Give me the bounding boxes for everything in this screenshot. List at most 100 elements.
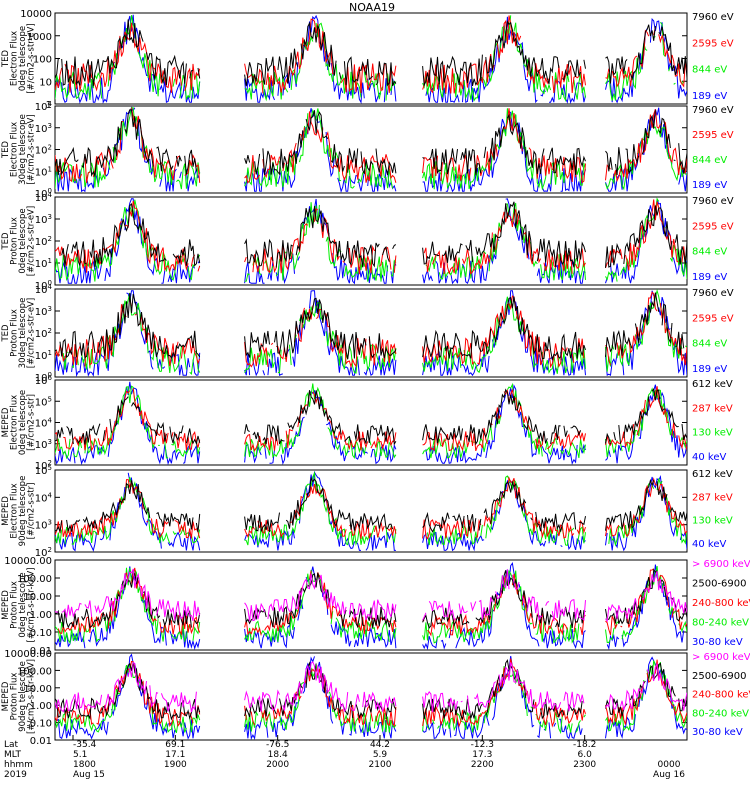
legend-entry: 130 keV [692,516,733,527]
y-tick-label: 100 [33,55,52,66]
legend-entry: 2595 eV [692,221,734,232]
legend-entry: 130 keV [692,428,733,439]
x-col-hhmm: 2100 [369,760,392,770]
series-green [55,197,687,282]
series-blue [55,470,687,552]
x-col-mlt: 6.0 [578,750,593,760]
legend-entry: 7960 eV [692,105,734,116]
x-row-label: hhmm [4,760,33,770]
y-axis-label-line: 90deg telescope [18,476,28,547]
legend-entry: 80-240 keV [692,618,749,629]
legend-entry: 40 keV [692,452,726,463]
y-tick-label: 101 [35,165,52,178]
legend-entry: 7960 eV [692,288,734,299]
y-tick-label: 105 [35,464,52,477]
y-axis-label-line: 0deg telescope [18,208,28,273]
x-row-label: Lat [4,740,19,750]
x-col-mlt: 5.1 [73,750,87,760]
y-axis-label-line: MEPED [1,681,11,711]
legend-entry: 240-800 keV [692,690,750,701]
y-tick-label: 104 [35,100,53,113]
x-col-lat: 44.2 [370,740,390,750]
y-tick-label: 10000.00 [4,556,52,567]
series-green [55,107,687,191]
series-black [55,292,685,360]
y-tick-label: 103 [35,305,52,318]
y-axis-label-line: 90deg telescope [18,661,28,732]
legend-entry: 844 eV [692,65,727,76]
y-tick-label: 100.00 [17,574,52,585]
legend-entry: 844 eV [692,339,727,350]
x-col-hhmm: 1900 [164,760,187,770]
y-axis-label-line: Proton Flux [10,673,20,721]
legend-entry: 2595 eV [692,313,734,324]
x-col-lat: 69.1 [165,740,185,750]
y-tick-label: 103 [35,519,52,532]
y-axis-label-line: Proton Flux [10,309,20,357]
y-axis-label-line: MEPED [1,590,11,620]
legend-entry: 7960 eV [692,196,734,207]
x-col-date: Aug 15 [73,770,105,780]
legend-entry: 189 eV [692,272,727,283]
y-tick-label: 104 [35,491,53,504]
series-black [55,387,687,446]
legend-entry: 2500-6900 [692,579,747,590]
y-axis-label-line: [#/cm2-s-str-keV] [27,568,37,643]
legend-entry: 240-800 keV [692,598,750,609]
y-tick-label: 10 [39,77,52,88]
series-black [61,201,687,268]
legend-entry: 40 keV [692,539,726,550]
legend-entry: 30-80 keV [692,727,743,738]
y-axis-label-line: Electron Flux [10,395,20,450]
y-axis-label-line: Electron Flux [10,31,20,86]
plot-title: NOAA19 [349,1,395,14]
x-row-label: 2019 [4,770,27,780]
series-black [55,476,687,534]
panel-frame [54,379,688,466]
y-tick-label: 0.10 [30,628,52,639]
legend-entry: 2595 eV [692,130,734,141]
series-group [55,289,687,377]
x-col-hhmm: 1800 [73,760,96,770]
panel-frame [54,559,688,651]
panel-frame [54,469,688,553]
legend-entry: 2500-6900 [692,671,747,682]
panel-7: 10000.00 100.00 10.00 1.00 0.10 0.01 MEPEDProt… [1,556,750,657]
y-tick-label: 0.10 [30,719,52,730]
x-col-lat: -35.4 [73,740,97,750]
y-axis-label-line: Electron Flux [10,483,20,538]
x-row-label: MLT [4,750,22,760]
y-axis-label-line: [#/cm2-s-str-eV] [27,114,37,184]
y-tick-label: 101 [35,257,52,270]
series-red [55,199,686,275]
y-tick-label: 10000 [20,9,52,20]
legend-entry: 2595 eV [692,38,734,49]
y-tick-label: 10000.00 [4,649,52,660]
y-tick-label: 104 [35,417,53,430]
legend-entry: 612 keV [692,469,733,480]
legend-entry: 287 keV [692,403,733,414]
x-col-mlt: 17.1 [165,750,185,760]
series-group [55,106,687,193]
legend-entry: 189 eV [692,91,727,102]
y-tick-label: 1000 [27,32,52,43]
legend-entry: 30-80 keV [692,637,743,648]
series-group [55,15,687,104]
y-axis-label-line: 30deg telescope [18,298,28,369]
y-tick-label: 102 [35,327,52,340]
y-axis-label-line: [#/cm2-s-str-eV] [27,23,37,93]
y-tick-label: 0.01 [30,646,52,657]
y-axis-label-line: [#/cm2-s-str-eV] [27,298,37,368]
y-tick-label: 1.00 [30,610,52,621]
y-axis-label-line: TED [1,324,11,343]
series-group [55,563,687,648]
y-tick-label: 104 [35,283,53,296]
y-tick-label: 103 [35,122,52,135]
legend-entry: 189 eV [692,180,727,191]
legend-entry: 189 eV [692,364,727,375]
legend-entry: 7960 eV [692,12,734,23]
legend-entry: > 6900 keV [692,652,750,663]
